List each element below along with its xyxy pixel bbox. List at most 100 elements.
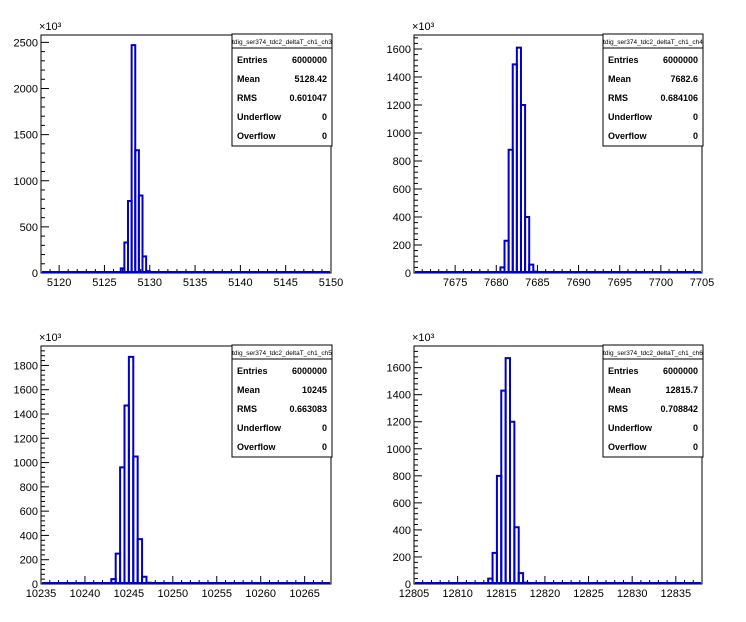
y-tick-label: 1200: [387, 100, 411, 112]
stats-label: Underflow: [237, 112, 282, 122]
stats-label: Underflow: [608, 112, 653, 122]
x-tick-label: 12810: [442, 588, 473, 600]
y-tick-label: 200: [393, 240, 411, 252]
x-tick-label: 7700: [649, 277, 673, 289]
y-tick-label: 2500: [14, 37, 38, 49]
stats-value: 12815.7: [665, 385, 698, 395]
stats-box-frame: [231, 344, 333, 458]
x-tick-label: 5135: [183, 277, 207, 289]
stats-box-title: tdig_ser374_tdc2_deltaT_ch1_ch5: [232, 350, 332, 357]
y-tick-label: 200: [20, 555, 38, 567]
x-tick-label: 10255: [201, 588, 232, 600]
stats-label: Overflow: [237, 442, 277, 452]
x-tick-label: 12805: [399, 588, 430, 600]
y-tick-label: 600: [393, 184, 411, 196]
y-tick-label: 0: [32, 579, 38, 591]
stats-box-frame: [602, 33, 704, 147]
stats-value: 0.601047: [289, 93, 327, 103]
y-axis-multiplier: ×10³: [412, 332, 435, 344]
stats-value: 0: [693, 112, 698, 122]
histogram-panel-3: 10235 10240 10245 10250 10255 10260 10265 0 200 4…: [14, 332, 333, 600]
y-tick-label: 1000: [14, 176, 38, 188]
stats-value: 7682.6: [670, 74, 698, 84]
y-tick-label: 0: [405, 579, 411, 591]
histogram-bin: [513, 526, 520, 584]
histogram-bin: [524, 216, 531, 273]
stats-value: 0.708842: [660, 404, 698, 414]
stats-value: 0: [322, 442, 327, 452]
x-tick-label: 10240: [70, 588, 101, 600]
x-tick-label: 7690: [566, 277, 590, 289]
y-tick-label: 2000: [14, 84, 38, 96]
x-tick-label: 12835: [661, 588, 692, 600]
stats-label: Entries: [608, 366, 639, 376]
y-tick-label: 400: [393, 212, 411, 224]
y-tick-label: 200: [393, 552, 411, 564]
x-tick-label: 5150: [319, 277, 343, 289]
y-tick-label: 800: [393, 156, 411, 168]
x-tick-label: 7680: [484, 277, 508, 289]
y-axis-multiplier: ×10³: [39, 332, 62, 344]
y-tick-label: 600: [20, 506, 38, 518]
stats-value: 0: [322, 112, 327, 122]
y-tick-label: 1400: [387, 72, 411, 84]
y-tick-label: 1400: [387, 390, 411, 402]
stats-label: RMS: [237, 93, 257, 103]
stats-label: RMS: [608, 404, 628, 414]
stats-box-frame: [231, 33, 333, 147]
y-tick-label: 1600: [387, 44, 411, 56]
stats-label: Mean: [237, 385, 260, 395]
stats-label: Mean: [237, 74, 260, 84]
stats-label: Mean: [608, 385, 631, 395]
y-tick-label: 1800: [14, 360, 38, 372]
histogram-bin: [517, 572, 525, 584]
histogram-panel-4: 12805 12810 12815 12820 12825 12830 12835 0 200 4…: [387, 332, 704, 600]
x-tick-label: 10265: [289, 588, 320, 600]
stats-box-frame: [602, 344, 704, 458]
x-tick-label: 5130: [138, 277, 162, 289]
stats-label: RMS: [608, 93, 628, 103]
x-tick-label: 7675: [443, 277, 467, 289]
stats-value: 6000000: [663, 55, 698, 65]
stats-value: 6000000: [292, 366, 327, 376]
y-tick-label: 1000: [387, 128, 411, 140]
x-tick-label: 10260: [245, 588, 276, 600]
x-tick-label: 12830: [617, 588, 648, 600]
stats-box: tdig_ser374_tdc2_deltaT_ch1_ch4 Entries 60…: [602, 33, 704, 147]
stats-value: 0: [322, 131, 327, 141]
histogram-bin: [141, 255, 148, 273]
stats-label: Underflow: [237, 423, 282, 433]
y-tick-label: 1500: [14, 130, 38, 142]
y-tick-label: 1600: [387, 363, 411, 375]
stats-label: Entries: [608, 55, 639, 65]
histogram-bin: [137, 194, 144, 273]
stats-value: 0.663083: [289, 404, 327, 414]
stats-box: tdig_ser374_tdc2_deltaT_ch1_ch6 Entries 60…: [602, 344, 704, 458]
histogram-bin: [132, 455, 139, 584]
y-tick-label: 600: [393, 498, 411, 510]
stats-label: Underflow: [608, 423, 653, 433]
x-tick-label: 12820: [530, 588, 561, 600]
stats-label: Mean: [608, 74, 631, 84]
histogram-bin: [141, 575, 148, 584]
x-tick-label: 10245: [114, 588, 145, 600]
x-tick-label: 10250: [158, 588, 189, 600]
stats-label: RMS: [237, 404, 257, 414]
x-tick-label: 7705: [690, 277, 714, 289]
x-tick-label: 12825: [573, 588, 604, 600]
x-tick-label: 10235: [26, 588, 57, 600]
histogram-bin: [509, 420, 516, 584]
y-tick-label: 0: [405, 268, 411, 280]
y-tick-label: 400: [20, 530, 38, 542]
y-tick-label: 800: [393, 471, 411, 483]
histogram-bin: [136, 538, 144, 584]
histogram-bin: [519, 104, 527, 273]
stats-label: Overflow: [608, 442, 648, 452]
y-tick-label: 1600: [14, 385, 38, 397]
stats-box: tdig_ser374_tdc2_deltaT_ch1_ch5 Entries 60…: [231, 344, 333, 458]
stats-value: 0: [693, 423, 698, 433]
x-tick-label: 5145: [273, 277, 297, 289]
y-tick-label: 1000: [14, 458, 38, 470]
x-tick-label: 5125: [92, 277, 116, 289]
